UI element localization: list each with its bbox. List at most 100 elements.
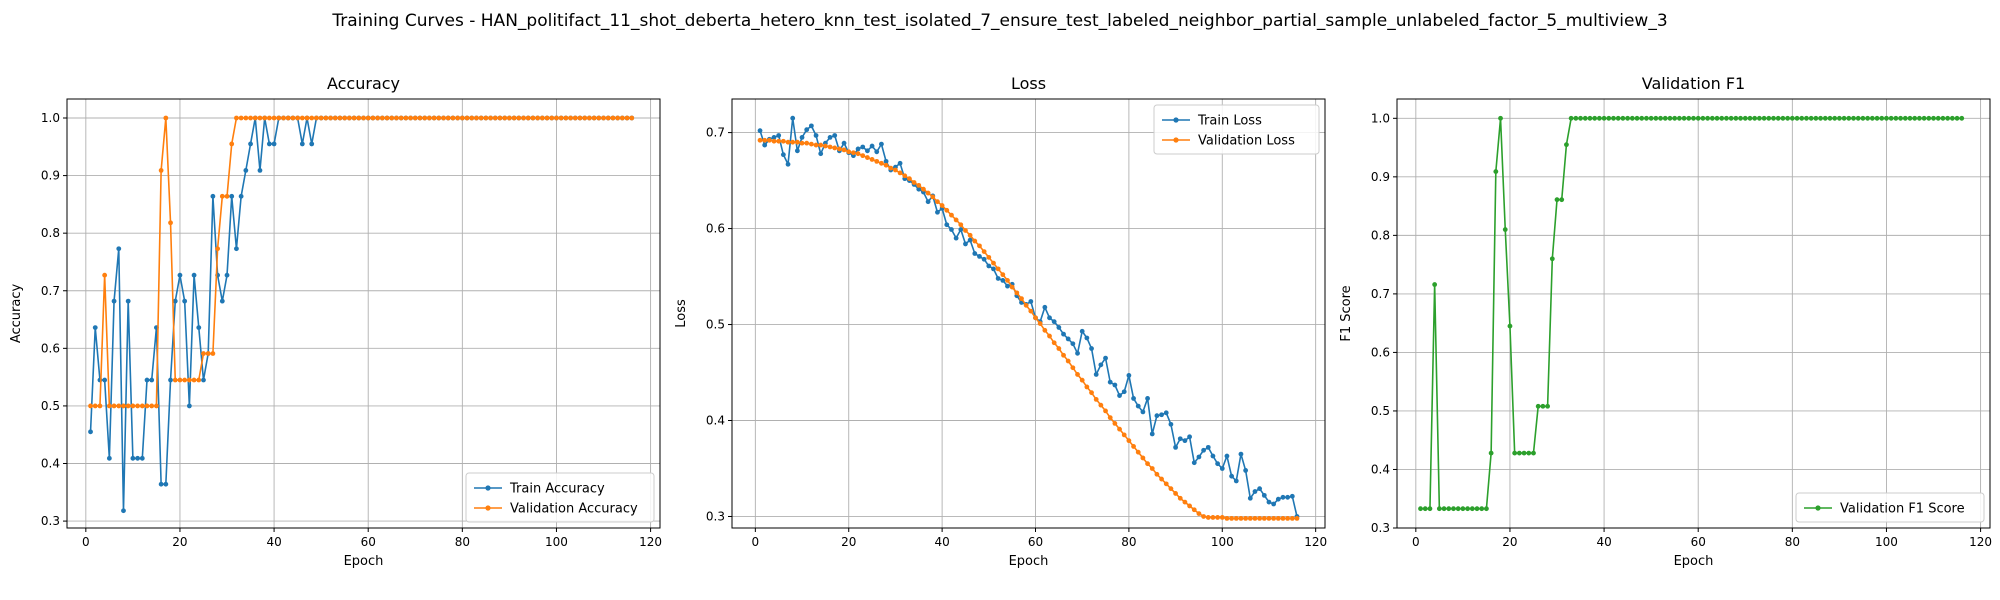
loss-series-1-point <box>790 139 796 145</box>
f1-series-0-point <box>1926 115 1932 121</box>
accuracy-xtick-label: 100 <box>545 535 568 549</box>
f1-series-0-point <box>1756 115 1762 121</box>
loss-series-0-point <box>1173 444 1178 450</box>
accuracy-series-1-point <box>464 115 470 121</box>
accuracy-series-0-point <box>271 141 277 147</box>
accuracy-series-1-point <box>346 115 352 121</box>
f1-series-0-point <box>1535 403 1541 409</box>
loss-series-0-point <box>1210 453 1216 459</box>
f1-legend-swatch-marker <box>1815 505 1821 511</box>
loss-series-0-point <box>860 144 866 150</box>
f1-series-0-point <box>1469 506 1475 512</box>
accuracy-series-1-point <box>450 115 456 121</box>
f1-ytick-label: 0.7 <box>1371 287 1390 301</box>
accuracy-series-1-point <box>521 115 526 121</box>
f1-ytick-label: 0.6 <box>1371 345 1390 359</box>
f1-xtick-label: 100 <box>1875 535 1898 549</box>
accuracy-ytick-label: 1.0 <box>41 111 60 125</box>
f1-series-0-point <box>1484 506 1489 512</box>
loss-series-1-point <box>1131 444 1136 449</box>
accuracy-series-1-point <box>144 403 150 409</box>
loss-series-1-point <box>1266 516 1272 521</box>
loss-series-0-point <box>1098 362 1104 368</box>
accuracy-series-0-point <box>139 455 145 461</box>
loss-series-0-point <box>1261 492 1267 498</box>
f1-series-0-point <box>1554 197 1560 203</box>
loss-series-0-point <box>977 254 982 259</box>
accuracy-title: Accuracy <box>327 74 400 93</box>
accuracy-series-1-point <box>417 115 423 121</box>
accuracy-ytick-label: 0.3 <box>41 514 60 528</box>
accuracy-series-1-point <box>332 115 338 121</box>
loss-series-0-point <box>1000 277 1006 283</box>
loss-series-1-point <box>1238 516 1244 521</box>
loss-xtick-label: 20 <box>841 535 856 549</box>
f1-series-0-point <box>1766 115 1772 121</box>
loss-series-1-point <box>1056 346 1062 351</box>
accuracy-series-1-point <box>497 115 503 121</box>
loss-series-0-point <box>813 133 819 138</box>
accuracy-series-1-point <box>375 115 381 121</box>
loss-series-0-line <box>759 117 1298 517</box>
loss-series-1-point <box>818 142 824 148</box>
accuracy-series-1-point <box>525 115 531 121</box>
loss-series-0-point <box>1182 438 1188 444</box>
accuracy-series-1-point <box>125 403 131 409</box>
f1-series-0-point <box>1728 115 1734 121</box>
accuracy-axes-frame <box>66 98 661 529</box>
f1-series-0-point <box>1695 115 1701 121</box>
accuracy-series-0-point <box>186 403 192 409</box>
accuracy-series-1-point <box>502 115 508 121</box>
accuracy-series-1-point <box>530 115 536 121</box>
accuracy-series-0-point <box>266 141 272 147</box>
f1-series-0-point <box>1813 115 1819 121</box>
loss-series-1-point <box>1079 377 1085 383</box>
f1-series-0-point <box>1945 115 1951 121</box>
f1-xtick-label: 60 <box>1691 535 1706 549</box>
accuracy-series-1-point <box>351 115 357 121</box>
accuracy-series-1-point <box>361 115 366 121</box>
accuracy-series-1-point <box>149 403 155 409</box>
f1-series-0-point <box>1606 115 1612 121</box>
accuracy-legend-swatch-marker <box>485 505 491 511</box>
f1-series-0-point <box>1451 506 1456 512</box>
loss-ytick-label: 0.5 <box>706 318 725 332</box>
f1-series-0-point <box>1493 169 1499 174</box>
f1-series-0-point <box>1700 115 1706 121</box>
f1-series-0-point <box>1596 115 1602 121</box>
f1-series-0-point <box>1771 115 1776 121</box>
accuracy-series-1-point <box>356 115 362 121</box>
f1-series-0-point <box>1935 115 1941 121</box>
loss-panel: 0 20 40 60 80 100 120 0.3 0.4 0.5 0.6 0.7 Loss Epoch L… <box>674 74 1327 569</box>
accuracy-xtick-label: 20 <box>172 535 187 549</box>
loss-series-1-point <box>921 186 926 192</box>
loss-series-1-point <box>958 222 964 228</box>
accuracy-series-1-point <box>431 115 437 121</box>
accuracy-series-1-point <box>629 115 635 121</box>
loss-series-0-point <box>963 241 968 247</box>
accuracy-series-1-point <box>436 115 442 121</box>
accuracy-series-1-point <box>554 115 559 121</box>
accuracy-series-1-point <box>106 403 112 409</box>
loss-legend-label: Train Loss <box>1197 114 1262 129</box>
loss-series-1-point <box>1168 486 1174 492</box>
f1-series-0-point <box>1639 115 1645 121</box>
accuracy-series-1-point <box>309 115 315 121</box>
loss-series-1-point <box>1285 516 1291 521</box>
accuracy-series-1-point <box>483 115 489 121</box>
accuracy-series-1-point <box>299 115 305 121</box>
accuracy-series-1-point <box>304 115 310 121</box>
loss-series-0-point <box>1233 478 1239 484</box>
f1-series-0-point <box>1733 115 1739 121</box>
loss-series-1-point <box>944 207 950 213</box>
accuracy-series-1-point <box>154 403 159 409</box>
f1-series-0-point <box>1785 115 1791 121</box>
accuracy-series-1-point <box>186 377 192 383</box>
accuracy-series-1-point <box>422 115 428 121</box>
accuracy-series-1-point <box>591 115 597 121</box>
loss-series-0-point <box>1047 315 1052 321</box>
accuracy-series-0-point <box>144 377 150 383</box>
loss-legend-box <box>1153 104 1320 155</box>
loss-series-0-point <box>1079 328 1085 334</box>
f1-series-0-point <box>1634 115 1640 121</box>
